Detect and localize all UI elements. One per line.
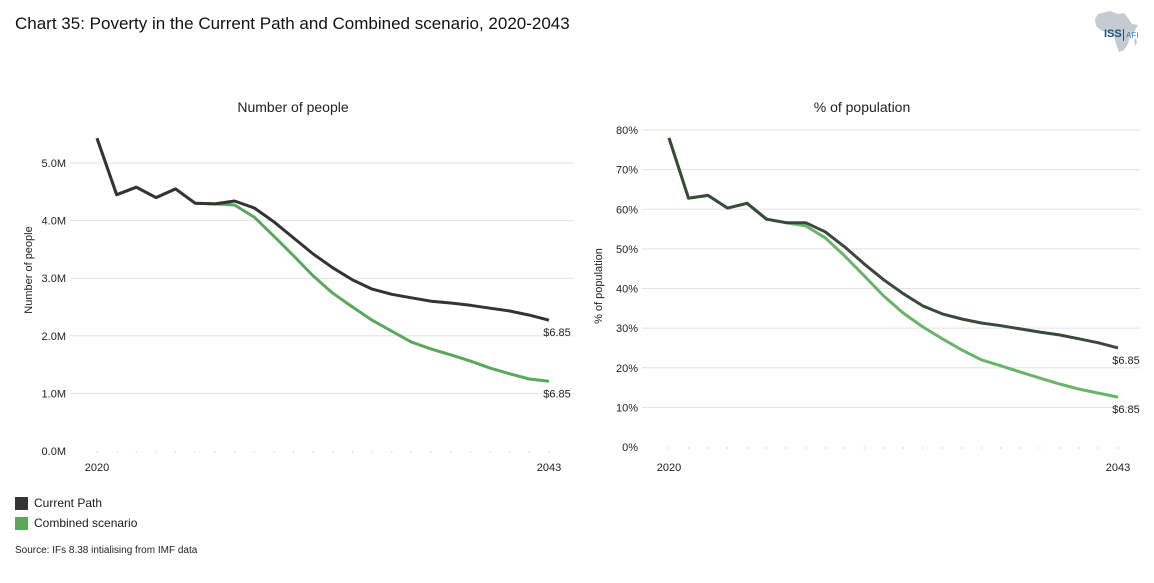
y-tick-label: 1.0M	[42, 388, 66, 400]
y-axis-label: Number of people	[23, 226, 35, 313]
y-tick-label: 50%	[616, 244, 638, 256]
chart-percent-of-population: % of population % of population 0% 10% 20% 30…	[593, 99, 1140, 474]
legend-label: Combined scenario	[34, 516, 138, 530]
legend-item-current-path[interactable]: Current Path	[15, 493, 137, 513]
series-line-current-path	[95, 137, 550, 322]
logo-iss-text: ISS	[1104, 28, 1122, 40]
x-tick-label: 2043	[1106, 462, 1130, 474]
end-data-label: $6.85	[1112, 404, 1140, 416]
y-tick-label: 0%	[622, 442, 638, 454]
logo-afi-text: AFI	[1126, 31, 1139, 40]
end-data-label: $6.85	[543, 388, 571, 400]
series-line-combined-scenario	[667, 137, 1119, 399]
y-tick-label: 4.0M	[42, 216, 66, 228]
y-tick-label: 10%	[616, 402, 638, 414]
legend-swatch-current-path	[15, 496, 28, 510]
end-data-label: $6.85	[543, 327, 571, 339]
legend-label: Current Path	[34, 496, 103, 510]
x-tick-label: 2020	[657, 462, 681, 474]
chart-subtitle: % of population	[814, 99, 911, 115]
end-data-label: $6.85	[1112, 355, 1140, 367]
y-tick-label: 80%	[616, 125, 638, 137]
legend-item-combined-scenario[interactable]: Combined scenario	[15, 513, 137, 533]
y-tick-label: 30%	[616, 323, 638, 335]
x-tick-label: 2020	[85, 462, 109, 474]
y-tick-label: 2.0M	[42, 331, 66, 343]
y-tick-label: 5.0M	[42, 158, 66, 170]
chart-title: Chart 35: Poverty in the Current Path an…	[15, 14, 570, 33]
y-tick-label: 0.0M	[42, 446, 66, 458]
legend: Current Path Combined scenario	[15, 493, 137, 533]
y-tick-label: 20%	[616, 363, 638, 375]
logo-divider	[1123, 29, 1124, 41]
y-tick-label: 3.0M	[42, 273, 66, 285]
chart-number-of-people: Number of people Number of people 0.0M 1.0M…	[23, 99, 574, 474]
series-line-current-path	[667, 137, 1119, 350]
y-tick-label: 70%	[616, 165, 638, 177]
africa-map-icon	[1095, 11, 1138, 52]
y-tick-label: 40%	[616, 284, 638, 296]
x-tick-label: 2043	[537, 462, 561, 474]
iss-afi-logo: ISS AFI	[1088, 8, 1144, 54]
y-axis-label: % of population	[593, 248, 605, 324]
chart-subtitle: Number of people	[237, 99, 349, 115]
source-note: Source: IFs 8.38 intialising from IMF da…	[15, 545, 198, 556]
legend-swatch-combined-scenario	[15, 516, 28, 530]
y-tick-label: 60%	[616, 204, 638, 216]
